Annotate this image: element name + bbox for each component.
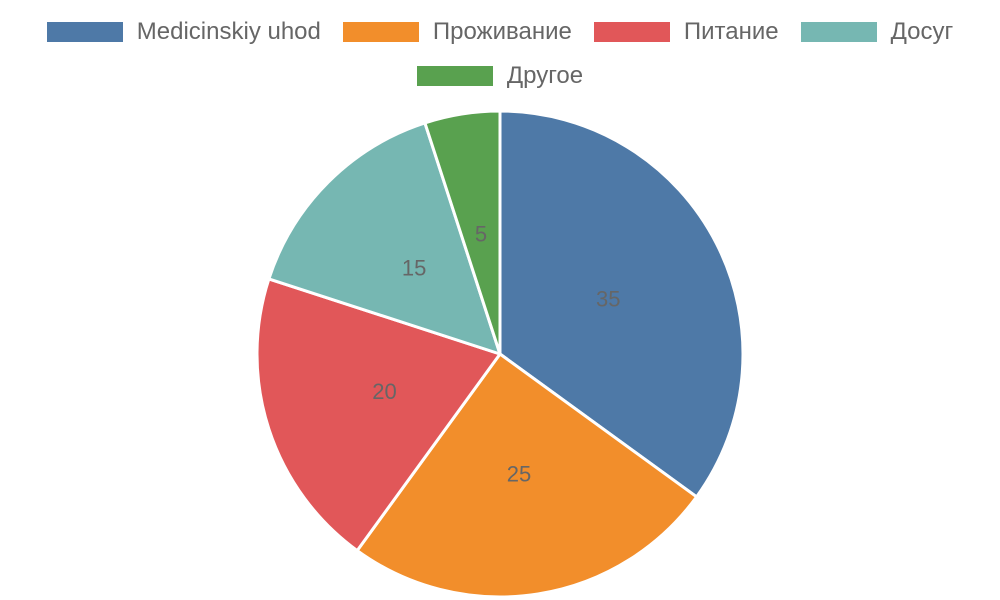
- legend-label-medicinskiy-uhod: Medicinskiy uhod: [136, 18, 321, 45]
- slice-label-prozhivanie: 25: [507, 462, 531, 487]
- legend-item-medicinskiy-uhod[interactable]: Medicinskiy uhod: [46, 18, 321, 46]
- legend-swatch-pitanie: [593, 22, 670, 42]
- slice-label-medicinskiy-uhod: 35: [596, 286, 620, 311]
- slice-label-drugoe: 5: [475, 221, 487, 246]
- slice-label-dosug: 15: [402, 256, 426, 281]
- pie-slice-pitanie[interactable]: [255, 277, 502, 553]
- legend-swatch-drugoe: [416, 66, 493, 86]
- pie-slice-drugoe[interactable]: [423, 109, 502, 356]
- legend-label-dosug: Досуг: [890, 18, 954, 45]
- legend-item-drugoe[interactable]: Другое: [416, 62, 584, 90]
- pie-slice-prozhivanie[interactable]: [355, 352, 699, 599]
- legend-label-pitanie: Питание: [683, 18, 779, 45]
- legend-item-dosug[interactable]: Досуг: [800, 18, 954, 46]
- legend-label-drugoe: Другое: [506, 62, 584, 89]
- legend: Medicinskiy uhod Проживание Питание Досу…: [0, 18, 1000, 46]
- legend-item-prozhivanie[interactable]: Проживание: [342, 18, 572, 46]
- legend-swatch-dosug: [800, 22, 877, 42]
- legend-swatch-medicinskiy-uhod: [46, 22, 123, 42]
- slice-label-pitanie: 20: [372, 379, 396, 404]
- legend-item-pitanie[interactable]: Питание: [593, 18, 779, 46]
- legend-label-prozhivanie: Проживание: [432, 18, 572, 45]
- pie-slice-medicinskiy-uhod[interactable]: [498, 109, 745, 499]
- legend-second-row: Другое: [0, 62, 1000, 90]
- legend-swatch-prozhivanie: [342, 22, 419, 42]
